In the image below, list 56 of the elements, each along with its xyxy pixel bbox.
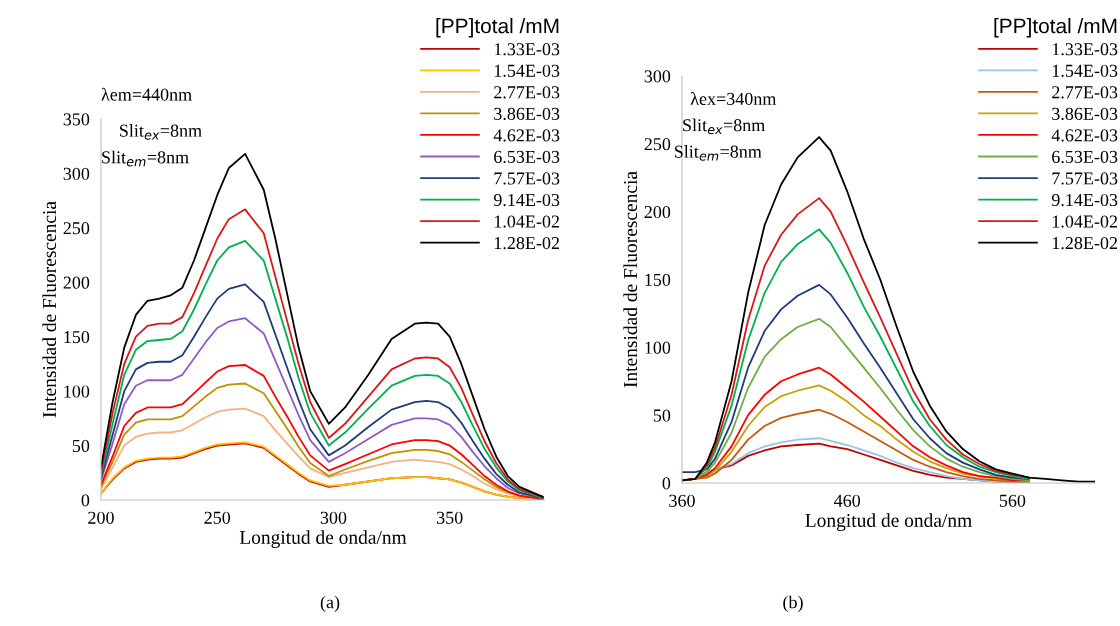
y-axis-title: Intensidad de Fluorescencia (623, 171, 638, 388)
legend-label: 6.53E-03 (1052, 150, 1118, 164)
legend-label: 6.53E-03 (494, 150, 560, 164)
legend-label: 4.62E-03 (1051, 129, 1118, 142)
legend-label: 3.86E-03 (1052, 107, 1118, 120)
y-tick-label: 150 (645, 273, 671, 286)
annotation: λex=340nm (690, 92, 777, 105)
annotation: Slit$_{ex}$=8nm (120, 124, 202, 140)
annotation: Slit$_{ex}$=8nm (683, 118, 766, 135)
y-tick-label: 50 (72, 439, 90, 453)
y-tick-label: 150 (64, 330, 90, 344)
y-axis-title: Intensidad de Fluorescencia (42, 201, 57, 418)
x-tick-label: 350 (437, 511, 463, 524)
legend-label: 7.57E-03 (1052, 172, 1118, 185)
y-tick-label: 250 (63, 222, 90, 235)
legend-label: 1.28E-02 (494, 236, 560, 250)
legend-label: 1.54E-03 (1052, 64, 1118, 77)
x-tick-label: 200 (88, 511, 114, 524)
annotation: Slit$_{em}$=8nm (674, 145, 762, 161)
legend-label: 1.33E-03 (494, 43, 560, 56)
legend-title: [PP]total /mM (994, 18, 1117, 38)
legend-label: 1.04E-02 (1052, 215, 1118, 228)
legend-label: 7.57E-03 (494, 172, 560, 185)
y-tick-label: 0 (662, 477, 671, 490)
text: (b) (783, 595, 803, 612)
x-tick-label: 560 (999, 494, 1026, 507)
legend-label: 1.28E-02 (1052, 236, 1118, 250)
x-axis-title: Longitud de onda/nm (805, 513, 972, 531)
legend-label: 9.14E-03 (1051, 193, 1118, 207)
legend-label: 1.54E-03 (494, 64, 560, 77)
x-tick-label: 250 (204, 511, 231, 524)
text: λem=440nm (101, 87, 192, 101)
y-tick-label: 300 (63, 167, 90, 180)
x-axis-title: Longitud de onda/nm (239, 530, 407, 548)
x-tick-label: 300 (320, 511, 347, 524)
y-tick-label: 50 (653, 409, 671, 422)
legend-label: 4.62E-03 (493, 129, 560, 142)
y-tick-label: 250 (644, 138, 671, 151)
x-tick-label: 460 (834, 494, 861, 507)
legend-label: 3.86E-03 (494, 107, 560, 120)
text: (a) (320, 595, 340, 612)
legend-label: 1.33E-03 (1052, 43, 1118, 56)
legend-label: 1.04E-02 (494, 215, 560, 228)
annotation: Slit$_{em}$=8nm (102, 150, 189, 167)
y-tick-label: 200 (63, 276, 90, 289)
y-tick-label: 200 (644, 205, 671, 219)
y-tick-label: 300 (644, 70, 671, 83)
y-tick-label: 100 (64, 385, 90, 398)
x-tick-label: 360 (669, 494, 695, 507)
legend-title: [PP]total /mM (436, 18, 559, 38)
y-tick-label: 100 (645, 341, 671, 354)
y-tick-label: 0 (81, 494, 90, 507)
legend-label: 9.14E-03 (493, 193, 560, 207)
legend-label: 2.77E-03 (494, 86, 560, 99)
y-tick-label: 350 (63, 113, 90, 126)
legend-label: 2.77E-03 (1052, 86, 1118, 99)
